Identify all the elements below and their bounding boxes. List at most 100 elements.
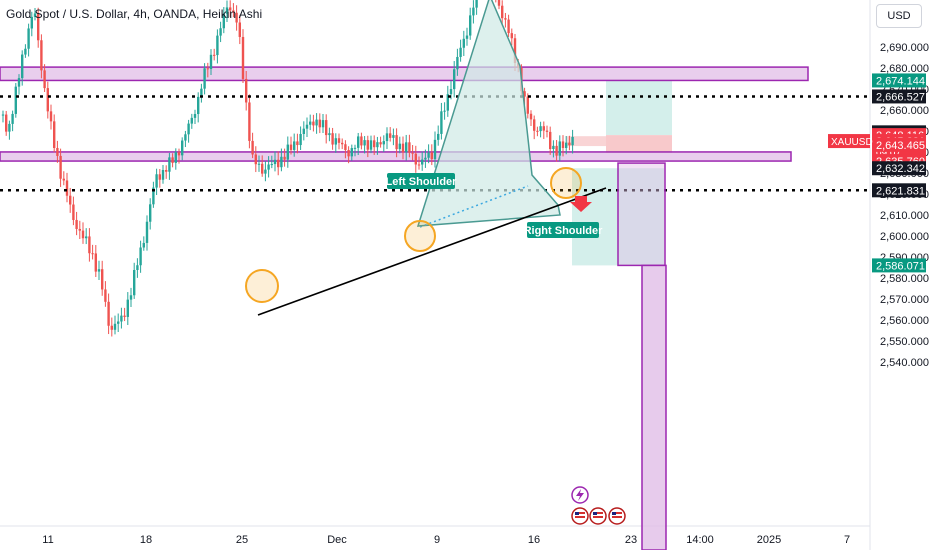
currency-button[interactable]: USD xyxy=(876,4,922,28)
head-pattern xyxy=(416,0,561,227)
candle-body xyxy=(542,126,545,131)
price-tick-label: 2,600.000 xyxy=(880,231,929,243)
candle-body xyxy=(561,141,565,148)
event-icons xyxy=(571,486,626,525)
flag-stripe xyxy=(575,516,585,518)
candle-body xyxy=(174,152,177,163)
right-shoulder-label: Right Shoulder xyxy=(524,225,604,237)
candle-body xyxy=(104,289,107,302)
candle-body xyxy=(245,78,248,103)
candle-body xyxy=(145,221,149,243)
candle-body xyxy=(133,270,136,296)
time-tick-label: 23 xyxy=(625,534,637,546)
flag-stripe xyxy=(575,512,585,514)
resistance-zone xyxy=(0,66,809,82)
price-badge-label: 2,586.071 xyxy=(876,260,925,272)
candle-body xyxy=(197,96,200,115)
candle-body xyxy=(171,157,174,163)
candle-body xyxy=(177,152,181,156)
long-target-area xyxy=(606,80,672,136)
candle-body xyxy=(555,145,558,156)
projection-bar xyxy=(641,264,667,550)
candle-body xyxy=(155,174,158,188)
flag-canton xyxy=(575,512,579,515)
candle-body xyxy=(209,54,213,69)
candle-body xyxy=(97,269,101,272)
candle-body xyxy=(165,170,168,172)
candle-body xyxy=(273,159,277,165)
flag-stripe xyxy=(612,512,622,514)
price-tick-label: 2,570.000 xyxy=(880,294,929,306)
candle-body xyxy=(161,170,165,180)
candle-body xyxy=(213,54,216,56)
flag-canton xyxy=(593,512,597,515)
candle-body xyxy=(206,68,209,70)
left-shoulder-label-bg xyxy=(387,173,455,189)
candle-body xyxy=(293,141,296,150)
countdown-label: 09:07 xyxy=(876,148,901,159)
candle-body xyxy=(14,86,17,114)
candle-body xyxy=(344,144,347,150)
candle-body xyxy=(446,94,449,111)
candle-body xyxy=(424,157,427,160)
candles xyxy=(1,0,574,337)
candle-body xyxy=(238,22,241,37)
candle-body xyxy=(126,299,129,317)
candle-body xyxy=(571,136,574,146)
candle-body xyxy=(353,147,357,149)
candle-body xyxy=(382,141,385,145)
price-tick-label: 2,680.000 xyxy=(880,63,929,75)
highlight-circle xyxy=(245,269,279,303)
time-tick-label: 25 xyxy=(236,534,248,546)
down-arrow-marker xyxy=(570,196,592,212)
candle-body xyxy=(440,111,443,134)
highlight-circle xyxy=(550,167,582,199)
time-tick-label: 16 xyxy=(528,534,540,546)
candle-body xyxy=(545,130,549,132)
candle-body xyxy=(549,131,552,150)
candle-body xyxy=(389,133,392,138)
candle-body xyxy=(200,88,203,97)
candle-body xyxy=(53,121,56,148)
candle-body xyxy=(315,119,318,126)
candle-body xyxy=(225,7,229,14)
candle-body xyxy=(232,10,235,13)
candle-body xyxy=(465,35,469,39)
flag-stripe xyxy=(612,516,622,518)
candle-body xyxy=(328,133,331,136)
candle-body xyxy=(277,159,280,168)
symbol-badge-label: XAUUSD xyxy=(831,137,873,148)
candle-body xyxy=(347,149,350,157)
candle-body xyxy=(264,169,267,174)
price-tick-label: 2,690.000 xyxy=(880,42,929,54)
candle-body xyxy=(350,148,353,157)
price-badge-label: 2,674.144 xyxy=(876,75,925,87)
candle-body xyxy=(142,242,145,248)
candle-body xyxy=(37,13,40,41)
candle-body xyxy=(30,16,33,29)
candle-body xyxy=(11,113,14,124)
candle-body xyxy=(286,144,289,160)
candle-body xyxy=(33,13,37,17)
candle-body xyxy=(299,133,302,146)
candle-body xyxy=(94,253,97,272)
candle-body xyxy=(107,301,110,326)
candle-body xyxy=(43,70,46,89)
candle-body xyxy=(456,56,459,70)
candle-body xyxy=(510,33,513,39)
candle-body xyxy=(101,269,104,290)
price-badge-label: 2,632.342 xyxy=(876,163,925,175)
candle-body xyxy=(395,135,398,150)
candle-body xyxy=(334,138,337,145)
candle-body xyxy=(459,47,462,57)
neckline-zone xyxy=(0,151,792,162)
candle-body xyxy=(325,120,328,136)
candle-body xyxy=(241,36,245,79)
short-stop-area xyxy=(566,136,668,147)
candle-body xyxy=(529,113,533,120)
candle-body xyxy=(267,164,270,170)
candle-body xyxy=(331,133,334,145)
candle-body xyxy=(27,28,30,49)
candle-body xyxy=(40,40,43,71)
